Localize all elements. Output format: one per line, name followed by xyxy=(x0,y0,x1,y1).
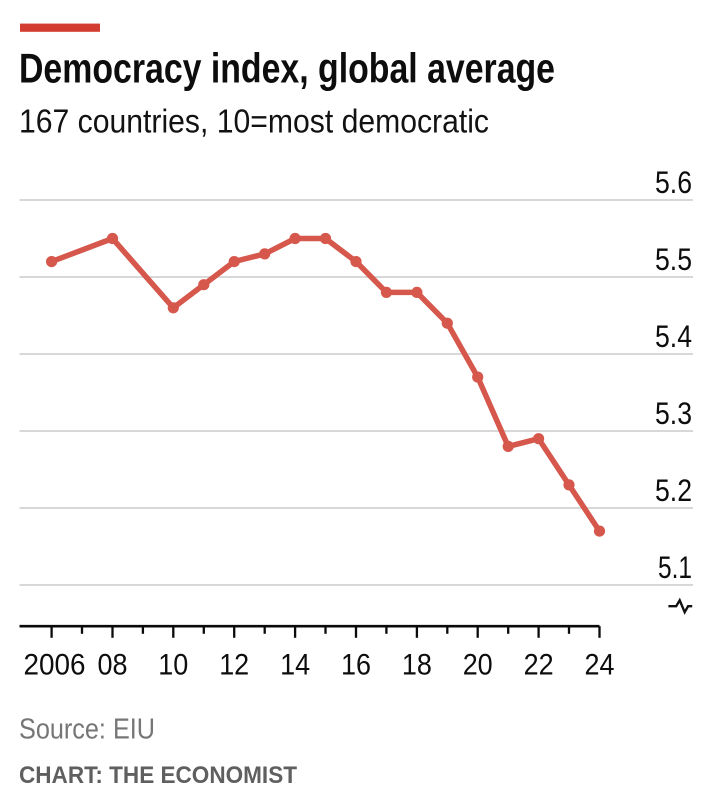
svg-text:10: 10 xyxy=(158,649,188,682)
svg-text:12: 12 xyxy=(219,649,249,682)
svg-text:22: 22 xyxy=(524,649,554,682)
svg-text:14: 14 xyxy=(280,649,310,682)
svg-text:08: 08 xyxy=(98,649,128,682)
svg-text:Democracy index, global averag: Democracy index, global average xyxy=(19,45,555,92)
svg-text:18: 18 xyxy=(402,649,432,682)
svg-text:16: 16 xyxy=(341,649,371,682)
svg-text:5.6: 5.6 xyxy=(655,164,692,200)
svg-text:5.5: 5.5 xyxy=(655,241,692,277)
svg-text:5.2: 5.2 xyxy=(655,472,692,508)
svg-text:Source: EIU: Source: EIU xyxy=(19,714,155,746)
svg-text:5.1: 5.1 xyxy=(658,549,692,585)
svg-text:24: 24 xyxy=(585,649,615,682)
svg-text:5.4: 5.4 xyxy=(655,318,692,354)
svg-text:5.3: 5.3 xyxy=(655,395,692,431)
svg-text:CHART: THE ECONOMIST: CHART: THE ECONOMIST xyxy=(19,762,297,789)
svg-text:2006: 2006 xyxy=(24,649,86,682)
svg-text:20: 20 xyxy=(463,649,493,682)
svg-text:167 countries, 10=most democra: 167 countries, 10=most democratic xyxy=(19,103,489,140)
